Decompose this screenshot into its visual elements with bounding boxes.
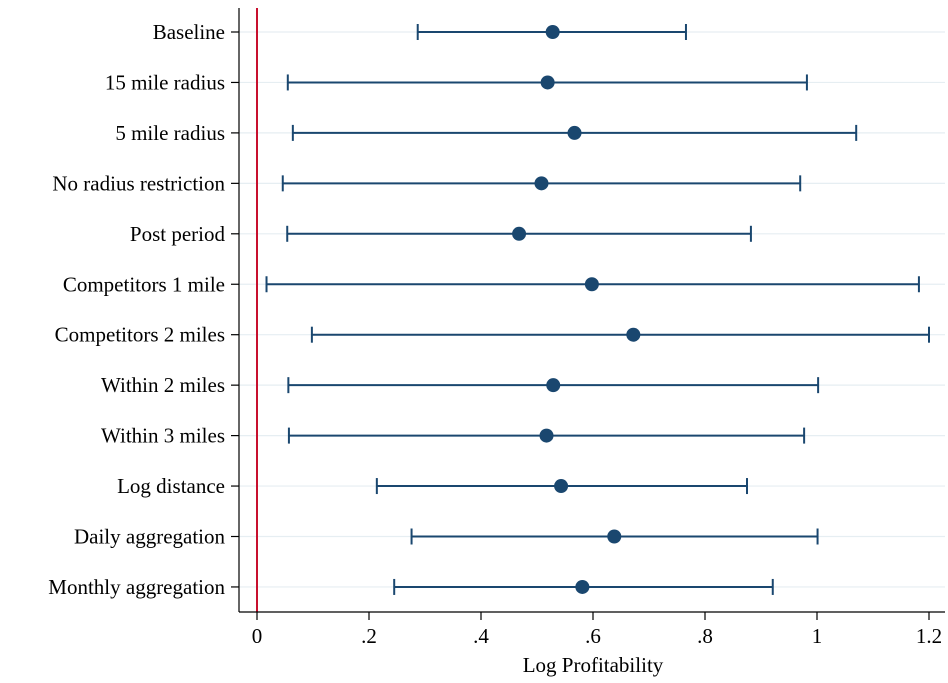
point-estimate [584,277,599,292]
x-tick-label: .4 [473,624,489,648]
category-label: Competitors 1 mile [63,272,225,296]
grid-lines [239,31,945,588]
point-estimate [539,428,554,443]
point-estimate [607,529,622,544]
x-tick-label: 1.2 [916,624,942,648]
point-estimate [545,25,560,39]
category-label: Within 3 miles [101,424,225,448]
category-label: Within 2 miles [101,373,225,397]
point-estimate [567,125,582,140]
x-axis-title: Log Profitability [523,653,664,677]
x-tick-label: .6 [585,624,601,648]
category-label: Post period [130,222,226,246]
x-tick-label: 0 [252,624,263,648]
point-estimate [626,327,641,342]
axes [231,8,945,620]
x-tick-label: .2 [361,624,377,648]
x-tick-label: .8 [697,624,713,648]
category-label: No radius restriction [52,171,225,195]
x-tick-label: 1 [812,624,823,648]
point-estimate [575,579,590,594]
category-label: Daily aggregation [74,525,226,549]
point-estimate [540,75,555,90]
estimates-series [265,24,930,595]
category-label: Competitors 2 miles [55,323,225,347]
point-estimate [546,378,561,393]
point-estimate [512,226,527,241]
category-label: 15 mile radius [105,70,225,94]
category-label: 5 mile radius [115,121,225,145]
category-label: Log distance [117,474,225,498]
x-tick-labels: 0 .2 .4 .6 .8 1 1.2 [252,624,942,648]
point-estimate [554,479,569,494]
point-estimate [534,176,549,191]
category-label: Monthly aggregation [48,575,225,599]
category-label: Baseline [153,20,225,44]
category-labels: Baseline 15 mile radius 5 mile radius No ra… [48,20,225,599]
